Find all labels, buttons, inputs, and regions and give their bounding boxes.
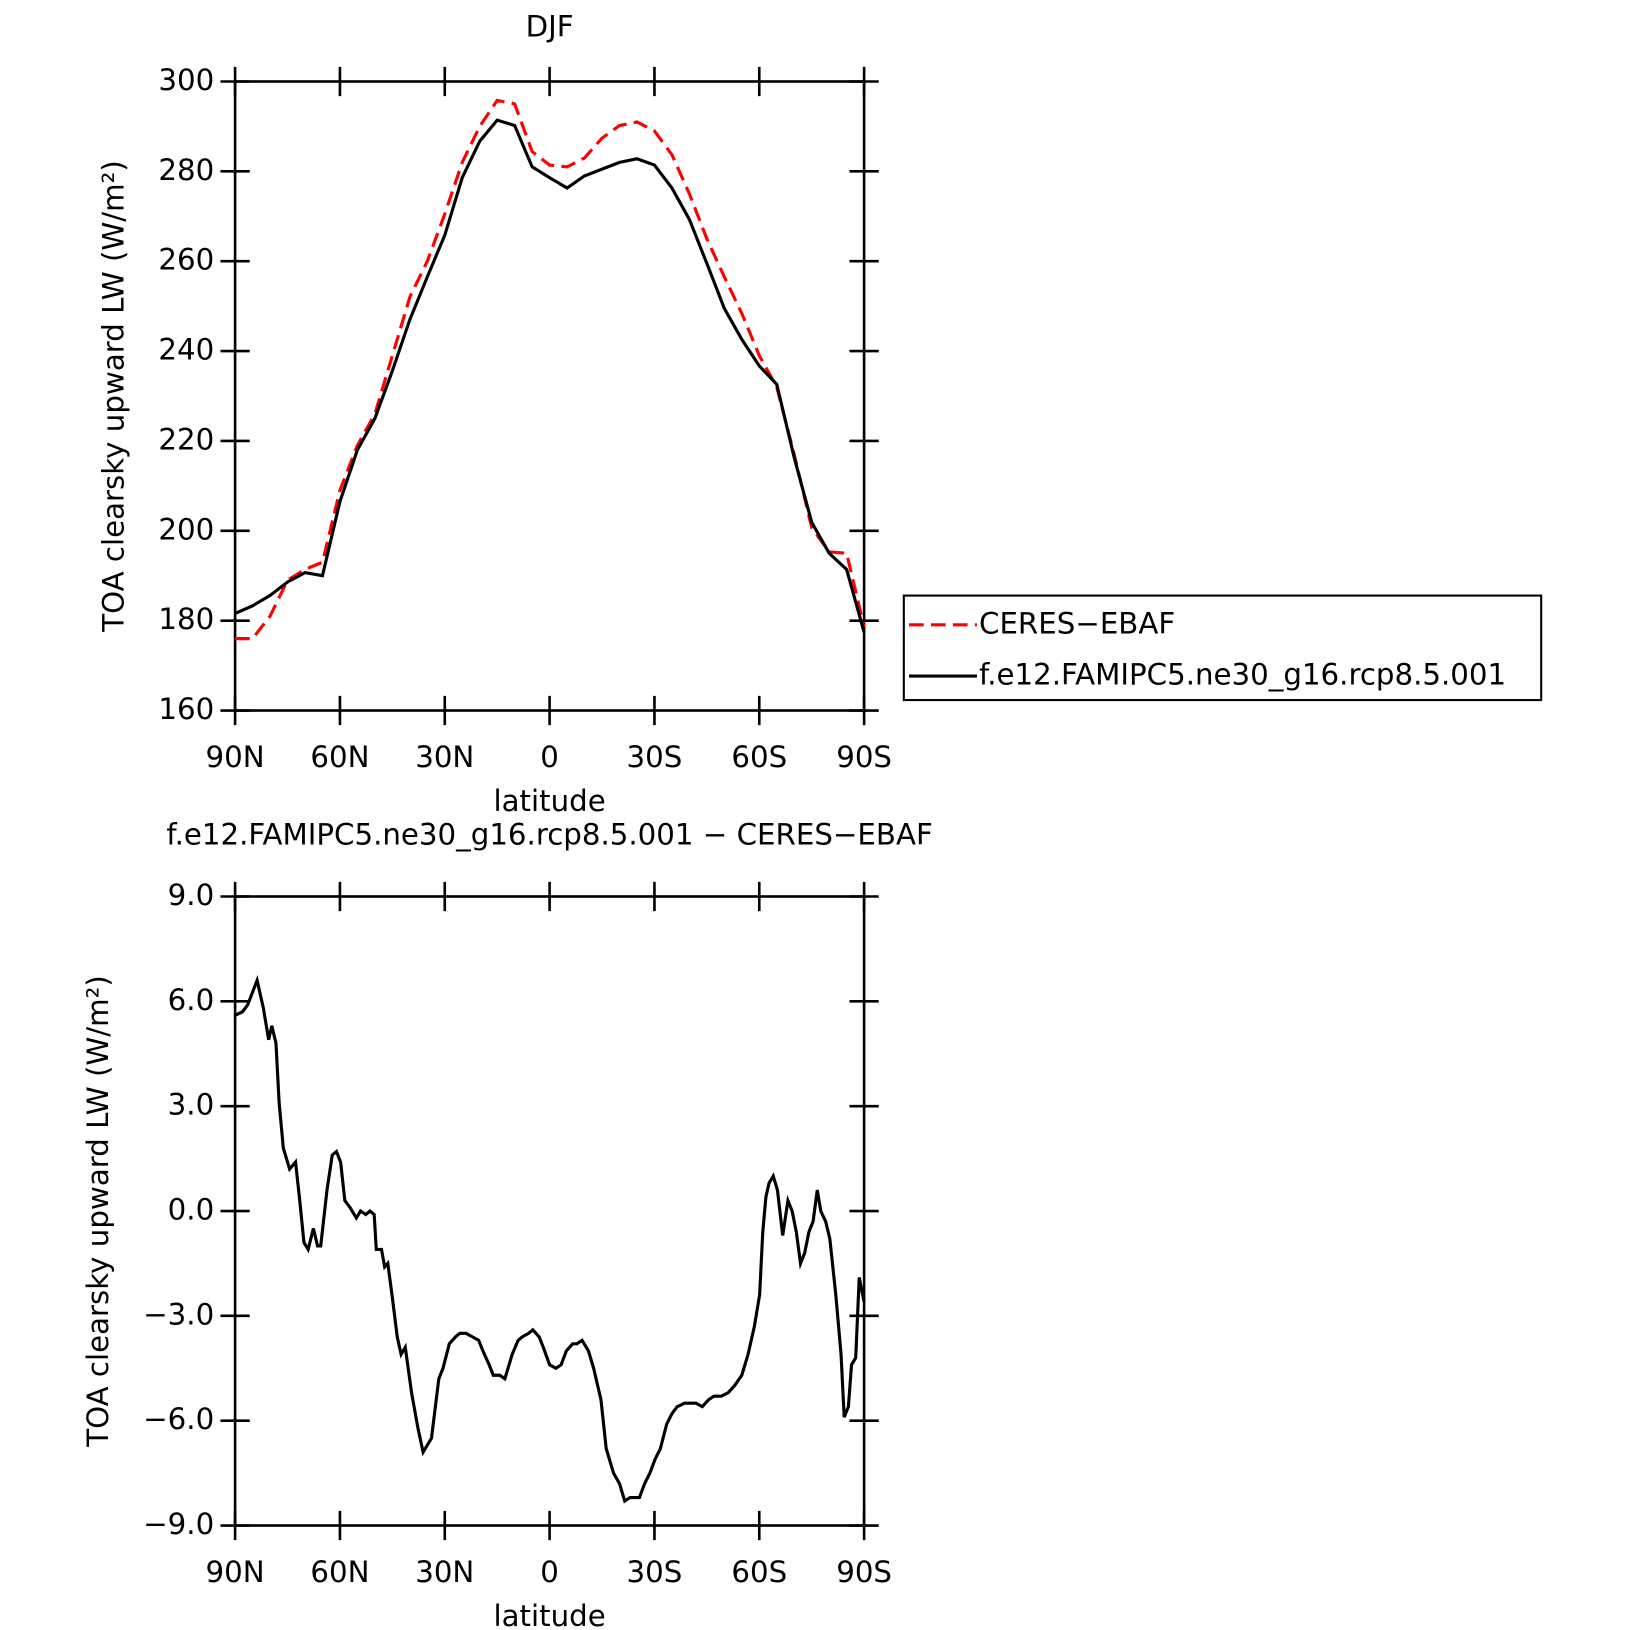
x-tick-label: 0 bbox=[540, 740, 559, 774]
y-axis-label: TOA clearsky upward LW (W/m²) bbox=[96, 160, 130, 633]
y-tick-label: 240 bbox=[158, 333, 214, 367]
data-line bbox=[235, 98, 866, 641]
x-tick-label: 90S bbox=[836, 740, 892, 774]
y-tick-label: 220 bbox=[158, 422, 214, 456]
x-tick-label: 0 bbox=[540, 1555, 559, 1589]
y-tick-label: 200 bbox=[158, 512, 214, 546]
y-tick-label: 260 bbox=[158, 243, 214, 277]
y-tick-label: −6.0 bbox=[143, 1402, 214, 1436]
x-tick-label: 90N bbox=[206, 740, 265, 774]
y-tick-label: 180 bbox=[158, 602, 214, 636]
legend-label: f.e12.FAMIPC5.ne30_g16.rcp8.5.001 bbox=[979, 658, 1506, 692]
data-line bbox=[234, 974, 866, 1504]
legend-box bbox=[902, 594, 1543, 702]
chart-title: f.e12.FAMIPC5.ne30_g16.rcp8.5.001 − CERE… bbox=[166, 817, 932, 851]
legend-label: CERES−EBAF bbox=[979, 606, 1175, 640]
y-tick-label: −3.0 bbox=[143, 1297, 214, 1331]
x-axis-label: latitude bbox=[493, 1599, 605, 1630]
x-tick-label: 90S bbox=[836, 1555, 892, 1589]
x-axis-label: latitude bbox=[493, 784, 605, 818]
x-tick-label: 60N bbox=[310, 740, 369, 774]
y-tick-label: 300 bbox=[158, 63, 214, 97]
plot-frame bbox=[233, 895, 866, 1527]
x-tick-label: 90N bbox=[206, 1555, 265, 1589]
x-tick-label: 30S bbox=[627, 740, 683, 774]
x-tick-label: 30N bbox=[415, 1555, 474, 1589]
x-tick-label: 30N bbox=[415, 740, 474, 774]
x-tick-label: 30S bbox=[627, 1555, 683, 1589]
y-tick-label: 0.0 bbox=[168, 1193, 215, 1227]
y-axis-label: TOA clearsky upward LW (W/m²) bbox=[81, 975, 115, 1448]
x-tick-label: 60S bbox=[731, 1555, 787, 1589]
x-tick-label: 60S bbox=[731, 740, 787, 774]
y-tick-label: 160 bbox=[158, 692, 214, 726]
y-tick-label: 6.0 bbox=[168, 983, 215, 1017]
y-tick-label: −9.0 bbox=[143, 1507, 214, 1541]
data-line bbox=[234, 118, 866, 633]
y-tick-label: 280 bbox=[158, 153, 214, 187]
x-tick-label: 60N bbox=[310, 1555, 369, 1589]
y-tick-label: 3.0 bbox=[168, 1088, 215, 1122]
chart-title: DJF bbox=[526, 10, 574, 44]
y-tick-label: 9.0 bbox=[168, 878, 215, 912]
